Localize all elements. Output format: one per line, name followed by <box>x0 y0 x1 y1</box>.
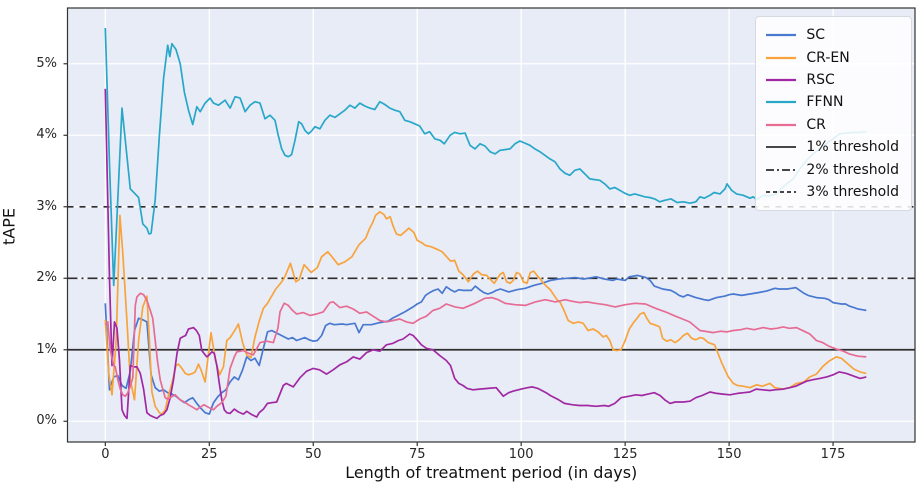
legend-item-cr-en: CR-EN <box>766 46 899 68</box>
legend: SC CR-EN RSC FFNN CR 1% threshold 2% threshold… <box>755 16 912 212</box>
legend-label: FFNN <box>806 94 844 111</box>
legend-item-ffnn: FFNN <box>766 91 899 113</box>
legend-line-swatch <box>766 78 797 82</box>
legend-label: 2% threshold <box>806 161 899 178</box>
y-tick-label: 5% <box>36 55 57 71</box>
series-line-ffnn <box>104 27 867 287</box>
legend-item-rsc: RSC <box>766 69 899 91</box>
x-tick-label: 25 <box>201 447 218 462</box>
x-axis-title: Length of treatment period (in days) <box>345 463 638 482</box>
y-tick-label: 3% <box>36 198 57 214</box>
plot-border <box>66 7 916 443</box>
x-tick-label: 50 <box>304 447 322 462</box>
legend-line-swatch <box>766 123 797 126</box>
series-lines <box>104 27 867 420</box>
legend-line-swatch <box>766 146 797 149</box>
legend-item-cr: CR <box>766 114 899 136</box>
legend-item-2-threshold: 2% threshold <box>766 158 899 180</box>
x-tick-label: 75 <box>408 447 426 462</box>
series-line-sc <box>104 274 867 415</box>
legend-label: SC <box>806 27 826 44</box>
legend-item-1-threshold: 1% threshold <box>766 136 899 158</box>
legend-line-swatch <box>766 101 797 104</box>
legend-line-swatch <box>766 34 797 37</box>
series-line-cr <box>104 292 867 411</box>
legend-line-swatch <box>766 56 797 59</box>
y-axis-title: tAPE <box>0 208 19 245</box>
tick-marks <box>63 63 834 446</box>
x-tick-label: 125 <box>612 447 638 462</box>
series-line-cr-en <box>104 210 867 415</box>
axis-spines <box>66 7 916 443</box>
legend-line-swatch <box>766 168 797 171</box>
legend-item-3-threshold: 3% threshold <box>766 181 899 203</box>
legend-item-sc: SC <box>766 24 899 46</box>
legend-label: CR-EN <box>806 49 850 66</box>
x-tick-label: 150 <box>716 447 742 462</box>
series-line-rsc <box>104 88 867 420</box>
y-tick-label: 0% <box>36 413 57 429</box>
y-tick-label: 2% <box>36 270 57 286</box>
y-tick-label: 4% <box>36 127 57 143</box>
x-tick-label: 0 <box>101 447 110 462</box>
x-tick-label: 100 <box>508 447 534 462</box>
x-tick-label: 175 <box>820 447 846 462</box>
legend-label: CR <box>806 116 826 133</box>
legend-line-swatch <box>766 191 797 193</box>
legend-label: 1% threshold <box>806 139 899 156</box>
legend-label: RSC <box>806 71 835 88</box>
y-tick-label: 1% <box>36 341 57 357</box>
legend-label: 3% threshold <box>806 183 899 200</box>
